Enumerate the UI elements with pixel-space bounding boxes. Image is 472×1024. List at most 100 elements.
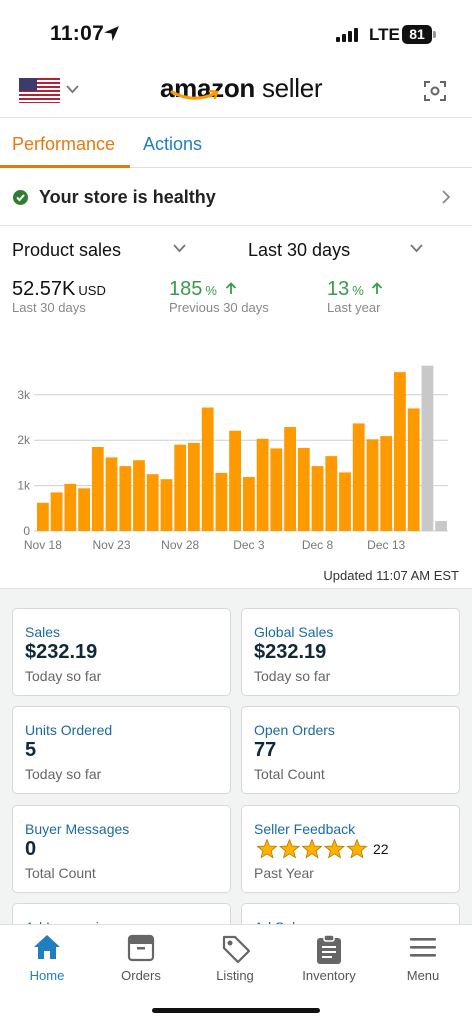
card-value: $232.19 [25,641,98,663]
star-icon [346,839,368,859]
chart-bar[interactable] [64,483,77,531]
arrow-up-icon [225,282,236,294]
x-tick-label: Dec 13 [367,538,405,552]
chart-bar[interactable] [407,408,420,531]
chart-bar[interactable] [243,477,255,531]
status-bar: 11:07 LTE 81 [0,0,472,60]
card-units-ordered[interactable]: Units Ordered 5 Today so far [12,706,231,794]
dashboard-cards: Sales $232.19 Today so far Global Sales … [0,588,472,991]
arrow-up-icon [372,282,383,294]
card-label: Units Ordered [25,722,113,738]
metric-value: 185 [169,278,203,300]
logo-amazon-text: amazon [160,73,256,103]
nav-inventory[interactable]: Inventory [282,925,376,989]
battery-icon: 81 [402,25,432,44]
chart-bar[interactable] [380,436,393,531]
chart-bar[interactable] [297,447,310,531]
card-seller-feedback[interactable]: Seller Feedback 22 Past Year [241,805,460,893]
y-tick-label: 3k [17,388,31,402]
store-health-row[interactable]: Your store is healthy [0,169,472,226]
chevron-right-icon [442,190,451,204]
home-icon [34,935,60,959]
clock: 11:07 [50,22,105,45]
nav-menu[interactable]: Menu [376,925,470,989]
card-label: Open Orders [254,722,335,738]
total-sales-metric: 52.57K USD [12,278,106,301]
chart-bar[interactable] [50,492,63,531]
x-tick-label: Nov 18 [24,538,62,552]
card-label: Sales [25,624,61,640]
chart-bar[interactable] [160,479,173,531]
card-label: Buyer Messages [25,821,130,837]
sales-bar-chart[interactable]: 0 1k 2k 3k Nov 18 Nov 23 Nov 28 Dec 3 Dec 8 Dec 1… [0,355,472,555]
chart-bar[interactable] [215,472,228,531]
card-value: 0 [25,838,37,860]
chart-bar[interactable] [311,466,324,531]
chart-bar[interactable] [366,439,379,531]
active-tab-indicator [0,165,130,168]
clipboard-icon [317,934,341,964]
star-icon [278,839,301,859]
chart-bar[interactable] [91,447,104,531]
chart-bar[interactable] [352,423,365,531]
chart-bar[interactable] [188,442,200,531]
tab-actions[interactable]: Actions [143,134,203,154]
chart-bar[interactable] [78,488,90,531]
chart-bar[interactable] [435,521,447,531]
card-buyer-messages[interactable]: Buyer Messages 0 Total Count [12,805,231,893]
metric-caption: Last 30 days [12,300,86,315]
y-tick-label: 0 [23,524,30,538]
card-sales[interactable]: Sales $232.19 Today so far [12,608,231,696]
scan-icon[interactable] [423,79,447,103]
chevron-down-icon[interactable] [410,244,423,253]
chart-bar[interactable] [325,456,338,531]
nav-label: Listing [216,968,254,983]
nav-label: Menu [406,968,440,983]
feedback-count: 22 [373,841,389,857]
nav-listing[interactable]: Listing [188,925,282,989]
chart-bar[interactable] [270,448,283,531]
chart-bar[interactable] [105,457,118,531]
chart-bar[interactable] [37,502,49,531]
chart-bar[interactable] [284,427,296,531]
home-indicator [152,1008,320,1013]
chart-bar[interactable] [201,407,214,532]
card-label: Global Sales [254,624,334,640]
x-tick-label: Nov 28 [161,538,199,552]
nav-label: Orders [121,968,161,983]
chart-bar[interactable] [146,474,159,531]
metric-value: 52.57K [12,278,76,300]
card-value: 5 [25,739,37,761]
metric-caption: Last year [327,300,381,315]
us-flag-icon[interactable] [19,78,60,103]
chart-bar[interactable] [133,460,145,531]
metric-dropdown[interactable]: Product sales [12,240,122,260]
orders-icon [127,934,155,962]
star-icon [301,839,323,859]
tab-performance[interactable]: Performance [12,134,116,154]
updated-timestamp: Updated 11:07 AM EST [323,568,459,583]
health-status-text: Your store is healthy [39,187,216,207]
metric-unit: % [205,283,217,298]
y-tick-label: 2k [17,433,31,447]
chevron-down-icon[interactable] [173,244,186,253]
card-subtitle: Total Count [25,865,96,881]
chart-bar[interactable] [394,372,406,531]
nav-home[interactable]: Home [0,925,94,989]
chart-bar[interactable] [421,365,434,531]
card-subtitle: Past Year [254,865,314,881]
chart-bar[interactable] [339,472,351,531]
chevron-down-icon[interactable] [66,85,79,94]
chart-bar[interactable] [174,444,187,531]
card-subtitle: Total Count [254,766,325,782]
nav-orders[interactable]: Orders [94,925,188,989]
chart-bar[interactable] [119,466,132,531]
x-tick-label: Nov 23 [92,538,130,552]
card-value: $232.19 [254,641,327,663]
card-open-orders[interactable]: Open Orders 77 Total Count [241,706,460,794]
card-global-sales[interactable]: Global Sales $232.19 Today so far [241,608,460,696]
amazon-seller-logo: amazon seller [160,73,323,104]
chart-bar[interactable] [256,438,269,531]
date-range-dropdown[interactable]: Last 30 days [248,240,351,260]
chart-bar[interactable] [229,430,241,531]
